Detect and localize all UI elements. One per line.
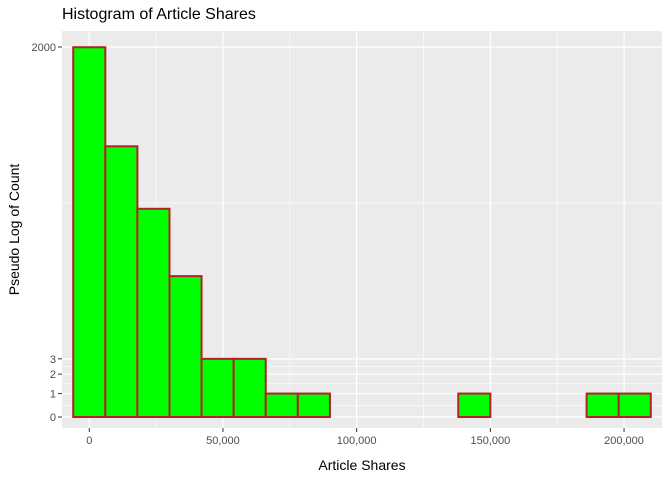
y-tick-label: 3 [50,354,56,366]
x-tick-label: 150,000 [470,435,510,447]
histogram-bar [585,392,620,419]
x-tick-label: 200,000 [604,435,644,447]
x-tick-label: 100,000 [337,435,377,447]
y-tick-label: 1 [50,389,56,401]
y-axis-title: Pseudo Log of Count [6,164,22,296]
histogram-bar [264,392,299,419]
x-tick-label: 0 [86,435,92,447]
histogram-bar [200,357,235,418]
chart-title: Histogram of Article Shares [62,6,256,23]
y-tick-label: 2 [50,369,56,381]
histogram-bar [136,207,171,418]
histogram-bars [72,46,652,419]
y-tick-label: 0 [50,412,56,424]
y-axis-ticks: 0 1 2 3 2000 [32,42,62,424]
histogram-bar [232,357,267,418]
x-axis-ticks: 0 50,000 100,000 150,000 200,000 [86,428,644,447]
histogram-bar [617,392,652,419]
x-tick-label: 50,000 [206,435,240,447]
y-tick-label: 2000 [32,42,56,54]
histogram-bar [72,46,107,419]
x-axis-title: Article Shares [318,457,405,473]
histogram-bar [168,275,203,419]
histogram-bar [457,392,492,419]
histogram-bar [296,392,331,419]
histogram-bar [104,145,139,419]
